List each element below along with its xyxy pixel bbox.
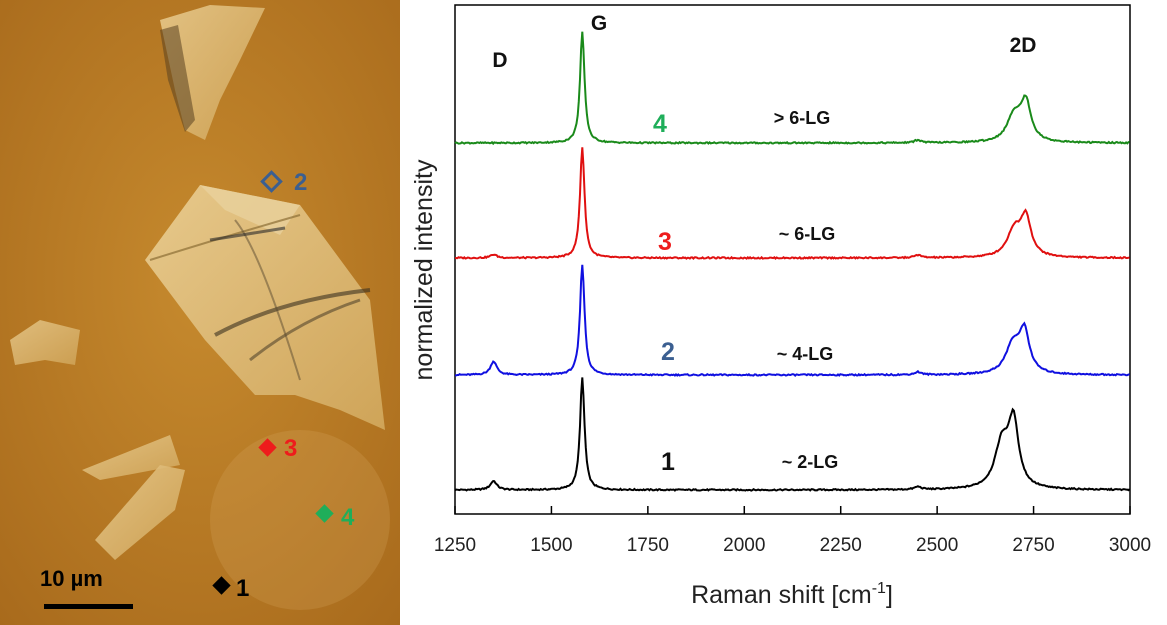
marker-2-diamond [260, 170, 283, 193]
plot-frame [454, 4, 1131, 515]
peak-labels: D G 2D [492, 12, 1036, 72]
series-name-label-2: ~ 4-LG [777, 344, 834, 364]
marker-2-label: 2 [294, 169, 307, 196]
x-tick-label: 2500 [916, 535, 958, 556]
series-spot-label-1: 1 [661, 448, 675, 476]
peak-label-g: G [591, 12, 607, 35]
series-name-label-3: ~ 6-LG [779, 224, 836, 244]
series-spot-label-4: 4 [653, 110, 667, 138]
scale-bar-label: 10 µm [40, 566, 103, 591]
series-name-label-1: ~ 2-LG [782, 452, 839, 472]
x-tick-label: 1250 [434, 535, 476, 556]
spectrum-line-2 [455, 264, 1131, 377]
series-spot-label-2: 2 [661, 338, 675, 366]
x-tick-label: 2250 [820, 535, 862, 556]
spectrum-line-4 [454, 31, 1130, 146]
x-tick-label: 1750 [627, 535, 669, 556]
peak-label-2d: 2D [1010, 34, 1037, 57]
marker-1-diamond [212, 576, 231, 595]
marker-4-label: 4 [341, 504, 355, 531]
spectra-lines [454, 31, 1131, 492]
x-axis-label: Raman shift [cm-1] [691, 580, 893, 609]
marker-3-diamond [258, 438, 277, 457]
scale-bar [44, 604, 133, 609]
series-spot-label-3: 3 [658, 228, 672, 256]
marker-1-label: 1 [236, 575, 249, 602]
spectrum-line-3 [454, 147, 1130, 261]
marker-3-label: 3 [284, 435, 297, 462]
marker-4-diamond [315, 504, 334, 523]
raman-chart: 1250 1500 1750 2000 2250 2500 2750 3000 D G 2D 1 ~… [410, 4, 1151, 609]
marker-3: 3 [258, 435, 297, 462]
x-tick-label: 2750 [1012, 535, 1054, 556]
x-axis-label-main: Raman shift [cm [691, 581, 872, 609]
series-name-label-4: > 6-LG [774, 108, 831, 128]
marker-2: 2 [260, 169, 307, 196]
x-axis-ticks: 1250 1500 1750 2000 2250 2500 2750 3000 [434, 506, 1151, 556]
peak-label-d: D [492, 49, 507, 72]
optical-micrograph: 2 3 4 1 10 µm [0, 0, 400, 625]
x-axis-label-close: ] [886, 581, 893, 609]
graphite-flakes [10, 5, 390, 610]
x-tick-label: 1500 [530, 535, 572, 556]
series-labels: 1 ~ 2-LG 2 ~ 4-LG 3 ~ 6-LG 4 > 6-LG [653, 108, 838, 476]
spectrum-line-1 [454, 377, 1131, 492]
y-axis-label: normalized intensity [410, 159, 438, 380]
marker-1: 1 [212, 575, 249, 602]
x-tick-label: 3000 [1109, 535, 1151, 556]
marker-4: 4 [315, 504, 355, 531]
x-axis-label-sup: -1 [872, 580, 886, 597]
x-tick-label: 2000 [723, 535, 765, 556]
